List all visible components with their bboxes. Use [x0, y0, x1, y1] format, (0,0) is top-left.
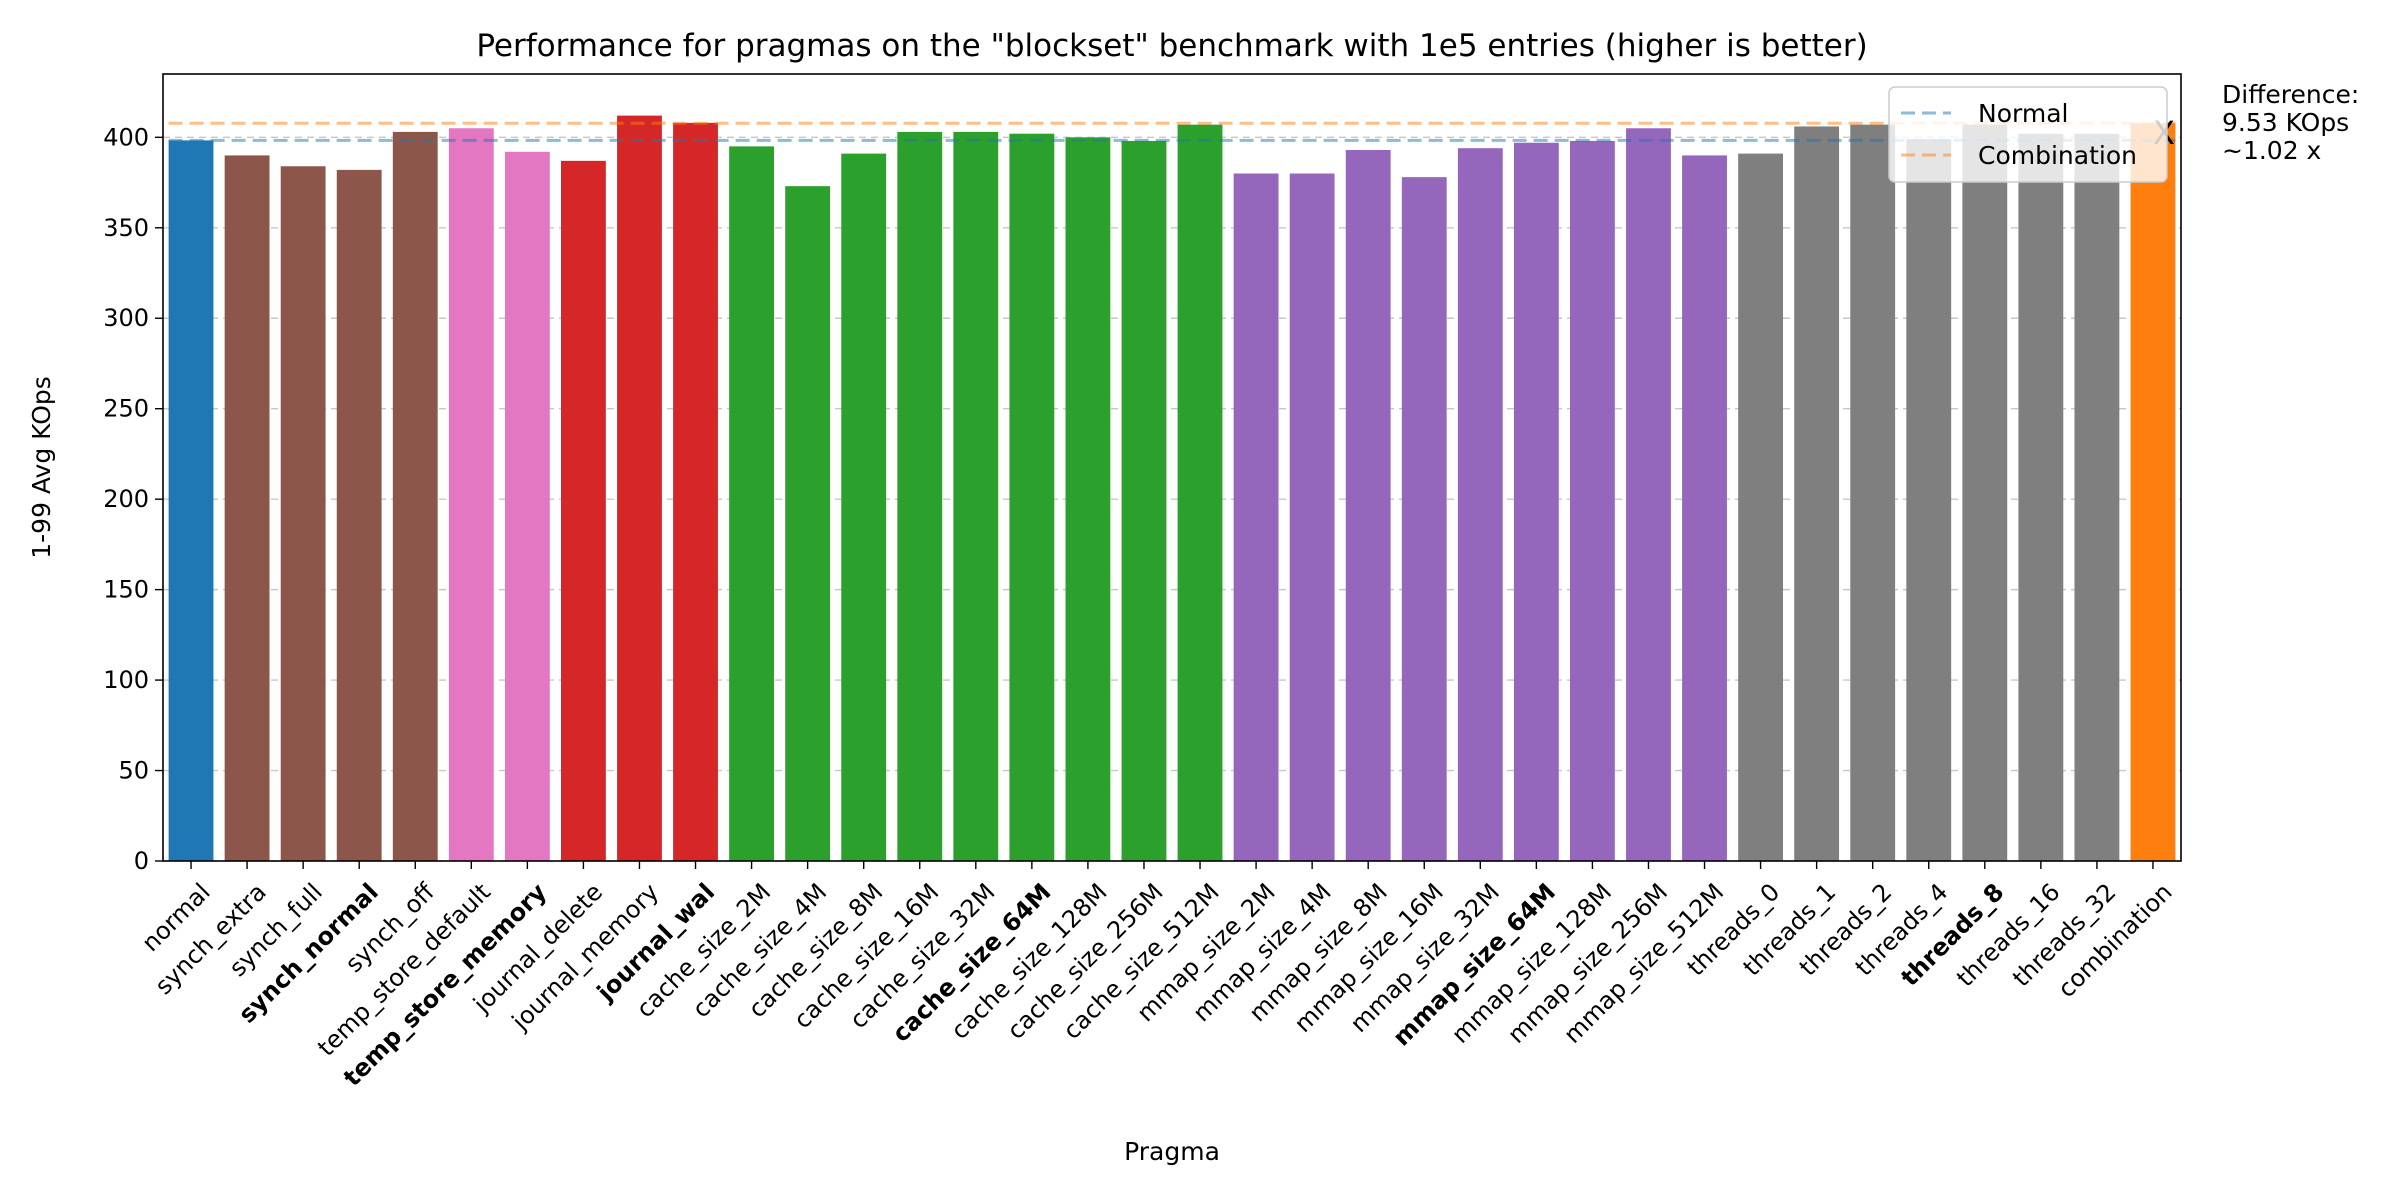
y-tick-label: 200 — [103, 485, 149, 513]
y-tick-label: 0 — [134, 847, 149, 875]
bar-cache_size_32M — [953, 131, 999, 861]
plot-frame — [162, 73, 2182, 862]
bar-cache_size_4M — [785, 186, 831, 862]
bar-synch_off — [392, 131, 438, 861]
bar-normal — [168, 140, 214, 862]
bar-mmap_size_8M — [1345, 149, 1391, 861]
difference-annotation: Difference:9.53 KOps~1.02 x — [2222, 80, 2359, 165]
bar-mmap_size_128M — [1569, 140, 1615, 861]
bar-journal_memory — [617, 115, 662, 861]
bar-mmap_size_256M — [1626, 128, 1671, 861]
bar-cache_size_2M — [729, 146, 775, 862]
bar-threads_32 — [2074, 133, 2120, 862]
bar-cache_size_16M — [897, 131, 943, 861]
bar-synch_normal — [336, 169, 382, 862]
bar-temp_store_memory — [504, 151, 550, 861]
x-ticks: normalsynch_extrasynch_fullsynch_normals… — [136, 861, 2178, 1092]
bar-cache_size_64M — [1009, 133, 1055, 862]
bar-synch_full — [280, 166, 326, 861]
bar-synch_extra — [224, 155, 270, 861]
bar-threads_16 — [2018, 133, 2064, 862]
chart-title: Performance for pragmas on the "blockset… — [476, 28, 1867, 64]
legend: Normal Combination — [1888, 86, 2168, 183]
legend-entry-normal: Normal — [1978, 99, 2068, 128]
bar-journal_delete — [560, 160, 606, 862]
y-tick-label: 350 — [103, 214, 149, 242]
bar-cache_size_512M — [1177, 124, 1223, 861]
y-ticks: 0 50 100 150 200 250 300 350 400 — [103, 123, 163, 875]
bar-cache_size_8M — [841, 153, 887, 861]
y-tick-label: 100 — [103, 666, 149, 694]
bar-threads_4 — [1906, 139, 1952, 861]
bars — [168, 115, 2176, 862]
bar-mmap_size_32M — [1457, 148, 1503, 862]
bar-journal_wal — [673, 122, 718, 862]
difference-annotation-line: ~1.02 x — [2222, 136, 2321, 165]
bar-cache_size_128M — [1065, 137, 1111, 861]
bar-mmap_size_4M — [1289, 173, 1335, 862]
bar-mmap_size_2M — [1233, 173, 1279, 862]
bar-threads_8 — [1962, 124, 2008, 861]
bar-combination — [2130, 123, 2176, 862]
difference-annotation-line: 9.53 KOps — [2222, 108, 2349, 137]
y-tick-label: 250 — [103, 395, 149, 423]
y-axis-label: 1-99 Avg KOps — [27, 376, 56, 559]
x-axis-label: Pragma — [1124, 1137, 1220, 1166]
bar-threads_0 — [1738, 153, 1784, 861]
bar-mmap_size_512M — [1682, 155, 1727, 861]
bar-threads_2 — [1850, 124, 1896, 861]
bar-temp_store_default — [448, 128, 494, 861]
y-tick-label: 50 — [118, 757, 149, 785]
difference-annotation-line: Difference: — [2222, 80, 2359, 109]
y-tick-label: 150 — [103, 576, 149, 604]
y-tick-label: 400 — [103, 123, 149, 151]
legend-box — [1888, 86, 2168, 183]
legend-entry-combination: Combination — [1978, 141, 2137, 170]
y-tick-label: 300 — [103, 304, 149, 332]
grid-lines — [163, 136, 2181, 862]
bar-cache_size_256M — [1121, 140, 1167, 861]
bar-mmap_size_64M — [1513, 142, 1559, 862]
bar-mmap_size_16M — [1401, 177, 1447, 861]
bar-threads_1 — [1794, 126, 1840, 861]
